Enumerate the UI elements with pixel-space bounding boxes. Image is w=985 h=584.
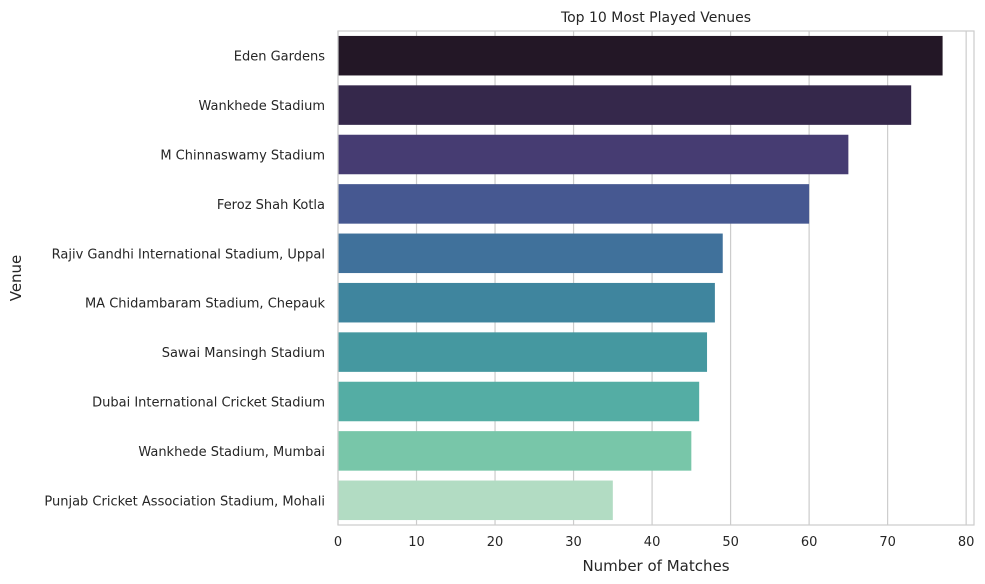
chart-title: Top 10 Most Played Venues: [560, 10, 751, 26]
x-tick-label: 50: [722, 535, 739, 550]
y-tick-label: Dubai International Cricket Stadium: [92, 396, 325, 411]
y-axis-label: Venue: [7, 255, 25, 302]
x-tick-label: 80: [958, 535, 975, 550]
y-tick-label: Sawai Mansingh Stadium: [162, 346, 325, 361]
bar: [338, 381, 700, 422]
y-tick-label: Rajiv Gandhi International Stadium, Uppa…: [52, 247, 325, 262]
bar: [338, 184, 810, 224]
y-tick-label: Wankhede Stadium: [199, 99, 325, 114]
y-tick-label: M Chinnaswamy Stadium: [160, 149, 325, 164]
x-tick-label: 10: [408, 535, 425, 550]
x-tick-labels: 0 10 20 30 40 50 60 70 80: [334, 535, 975, 550]
x-axis-label: Number of Matches: [582, 557, 729, 575]
bar: [338, 282, 715, 323]
y-tick-label: Wankhede Stadium, Mumbai: [138, 445, 325, 460]
y-tick-label: Feroz Shah Kotla: [217, 198, 325, 213]
bar: [338, 85, 912, 125]
x-tick-label: 30: [565, 535, 582, 550]
bar: [338, 332, 708, 372]
bar: [338, 35, 943, 76]
x-tick-label: 60: [801, 535, 818, 550]
bars: [338, 35, 943, 521]
bar: [338, 480, 613, 521]
y-tick-label: Eden Gardens: [234, 50, 325, 65]
x-tick-label: 70: [879, 535, 896, 550]
bar: [338, 233, 723, 274]
y-tick-labels: Eden Gardens Wankhede Stadium M Chinnaswam…: [44, 50, 325, 510]
y-tick-label: MA Chidambaram Stadium, Chepauk: [85, 297, 325, 312]
bar: [338, 134, 849, 175]
bar: [338, 431, 692, 471]
y-tick-label: Punjab Cricket Association Stadium, Moha…: [44, 494, 325, 509]
x-tick-label: 40: [644, 535, 661, 550]
plot-frame: [337, 30, 975, 526]
x-tick-label: 20: [487, 535, 504, 550]
x-tick-label: 0: [334, 535, 342, 550]
